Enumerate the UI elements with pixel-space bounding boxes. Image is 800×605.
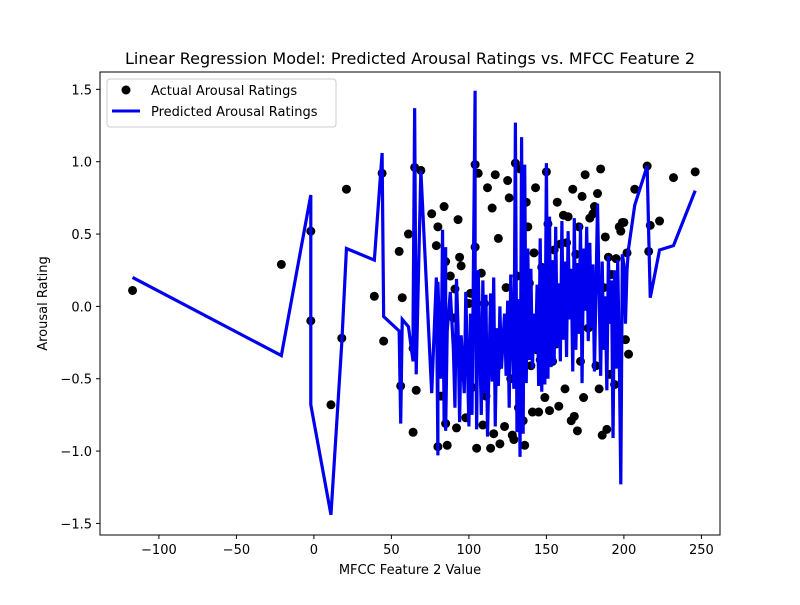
scatter-point bbox=[504, 193, 514, 203]
x-tick-label: 100 bbox=[456, 543, 481, 558]
scatter-point bbox=[572, 426, 582, 436]
y-tick-label: −1.0 bbox=[60, 445, 92, 460]
x-axis: −100 −50 0 50 100 150 200 250 bbox=[141, 535, 714, 558]
x-tick-label: 50 bbox=[383, 543, 400, 558]
legend-marker-actual bbox=[121, 85, 131, 95]
scatter-point bbox=[411, 385, 421, 395]
scatter-point bbox=[655, 216, 665, 226]
scatter-point bbox=[431, 241, 441, 251]
x-tick-label: −100 bbox=[141, 543, 177, 558]
scatter-point bbox=[483, 183, 492, 193]
y-tick-label: 0.0 bbox=[71, 300, 92, 315]
scatter-point bbox=[453, 215, 463, 225]
scatter-point bbox=[478, 420, 488, 430]
scatter-point bbox=[489, 429, 499, 439]
series-predicted-line bbox=[131, 90, 697, 516]
scatter-point bbox=[427, 209, 437, 219]
scatter-point bbox=[531, 183, 541, 193]
legend-label-predicted: Predicted Arousal Ratings bbox=[151, 105, 318, 120]
scatter-point bbox=[128, 285, 138, 295]
scatter-point bbox=[560, 384, 570, 394]
scatter-point bbox=[341, 184, 351, 194]
scatter-point bbox=[552, 197, 562, 207]
scatter-point bbox=[490, 170, 500, 180]
scatter-point bbox=[596, 164, 606, 174]
scatter-point bbox=[403, 229, 413, 239]
scatter-point bbox=[439, 202, 449, 212]
scatter-point bbox=[520, 440, 530, 450]
scatter-point bbox=[455, 252, 465, 262]
scatter-point bbox=[600, 232, 610, 242]
y-tick-label: −1.5 bbox=[60, 517, 92, 532]
scatter-point bbox=[397, 293, 407, 303]
legend-box bbox=[106, 78, 337, 128]
scatter-point bbox=[472, 443, 482, 453]
y-tick-label: 1.0 bbox=[71, 156, 92, 171]
scatter-point bbox=[580, 170, 590, 180]
scatter-point bbox=[588, 209, 598, 219]
scatter-point bbox=[579, 393, 589, 403]
scatter-point bbox=[527, 407, 537, 417]
scatter-point bbox=[563, 212, 573, 222]
scatter-point bbox=[394, 246, 404, 256]
scatter-point bbox=[619, 217, 629, 227]
legend: Actual Arousal Ratings Predicted Arousal… bbox=[106, 78, 337, 128]
x-tick-label: 250 bbox=[689, 543, 714, 558]
scatter-point bbox=[594, 384, 604, 394]
scatter-point bbox=[452, 423, 461, 433]
scatter-point bbox=[616, 226, 626, 236]
scatter-point bbox=[486, 443, 496, 453]
scatter-point bbox=[379, 336, 389, 346]
scatter-point bbox=[487, 203, 497, 213]
scatter-point bbox=[503, 176, 513, 186]
scatter-point bbox=[529, 248, 539, 258]
plot-area bbox=[128, 90, 700, 516]
scatter-point bbox=[669, 173, 678, 183]
y-axis-label: Arousal Rating bbox=[36, 256, 51, 351]
scatter-point bbox=[433, 222, 443, 232]
y-tick-label: 1.5 bbox=[71, 83, 92, 98]
scatter-point bbox=[495, 439, 505, 449]
x-tick-label: −50 bbox=[223, 543, 250, 558]
scatter-point bbox=[624, 349, 634, 359]
scatter-point bbox=[593, 189, 603, 199]
scatter-point bbox=[569, 411, 579, 421]
scatter-point bbox=[442, 440, 452, 450]
scatter-point bbox=[602, 424, 612, 434]
scatter-point bbox=[540, 393, 550, 403]
scatter-point bbox=[456, 261, 466, 271]
scatter-point bbox=[690, 167, 700, 177]
scatter-point bbox=[568, 184, 578, 194]
scatter-point bbox=[500, 421, 510, 431]
x-tick-label: 200 bbox=[611, 543, 636, 558]
scatter-point bbox=[534, 407, 544, 417]
y-tick-label: 0.5 bbox=[71, 228, 92, 243]
scatter-point bbox=[501, 283, 511, 293]
axes-frame bbox=[99, 71, 721, 536]
scatter-point bbox=[326, 400, 336, 410]
chart-title: Linear Regression Model: Predicted Arous… bbox=[125, 49, 695, 68]
x-tick-label: 150 bbox=[534, 543, 559, 558]
y-tick-label: −0.5 bbox=[60, 373, 92, 388]
y-axis: −1.5 −1.0 −0.5 0.0 0.5 1.0 1.5 bbox=[60, 83, 100, 532]
scatter-point bbox=[276, 259, 286, 269]
scatter-point bbox=[445, 271, 455, 281]
scatter-point bbox=[509, 435, 519, 445]
legend-label-actual: Actual Arousal Ratings bbox=[151, 84, 297, 99]
scatter-point bbox=[408, 427, 418, 437]
x-tick-label: 0 bbox=[310, 543, 318, 558]
scatter-point bbox=[554, 401, 564, 411]
scatter-point bbox=[369, 291, 379, 301]
scatter-point bbox=[545, 406, 554, 416]
scatter-point bbox=[493, 233, 503, 243]
x-axis-label: MFCC Feature 2 Value bbox=[339, 563, 481, 578]
scatter-point bbox=[577, 191, 587, 201]
scatter-point bbox=[630, 184, 640, 194]
